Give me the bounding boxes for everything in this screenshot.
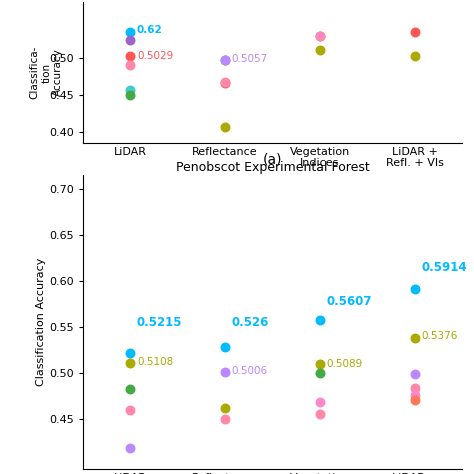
Point (316, 361, 324, 368)
Text: 0.5029: 0.5029 (137, 51, 173, 61)
Point (411, 391, 419, 399)
Point (221, 415, 229, 422)
Text: 0.5006: 0.5006 (232, 366, 268, 376)
Point (127, 61, 134, 69)
Point (316, 410, 324, 418)
Point (316, 398, 324, 406)
Point (221, 343, 229, 351)
Point (221, 56, 229, 64)
Text: 0.5057: 0.5057 (232, 54, 268, 64)
Point (316, 32, 324, 39)
Point (411, 370, 419, 377)
Point (127, 52, 134, 59)
Point (411, 384, 419, 392)
Text: 0.62: 0.62 (137, 25, 163, 35)
Text: 0.5108: 0.5108 (137, 357, 173, 367)
Point (221, 78, 229, 86)
Point (127, 91, 134, 99)
Point (127, 349, 134, 356)
Point (221, 404, 229, 411)
Point (127, 36, 134, 44)
Y-axis label: Classification Accuracy: Classification Accuracy (36, 258, 46, 386)
Point (411, 334, 419, 342)
Text: (a): (a) (263, 153, 283, 167)
Point (127, 444, 134, 452)
Point (411, 28, 419, 36)
Point (221, 79, 229, 87)
Point (316, 317, 324, 324)
Point (127, 359, 134, 366)
Y-axis label: Classifica-
tion
Accuracy: Classifica- tion Accuracy (30, 46, 63, 99)
Point (411, 285, 419, 293)
Point (221, 56, 229, 64)
Point (127, 86, 134, 94)
Point (316, 369, 324, 376)
Point (127, 406, 134, 413)
Title: Penobscot Experimental Forest: Penobscot Experimental Forest (176, 161, 369, 174)
Point (316, 33, 324, 40)
Text: 0.526: 0.526 (232, 316, 269, 328)
Point (127, 385, 134, 393)
Point (127, 28, 134, 36)
Point (316, 46, 324, 54)
Point (221, 123, 229, 131)
Point (411, 52, 419, 59)
Text: 0.5089: 0.5089 (327, 358, 363, 369)
Point (411, 397, 419, 404)
Point (221, 368, 229, 375)
Text: 0.5376: 0.5376 (421, 331, 458, 341)
Text: 0.5607: 0.5607 (327, 295, 372, 309)
Text: 0.5914: 0.5914 (421, 262, 467, 274)
Text: 0.5215: 0.5215 (137, 316, 182, 328)
